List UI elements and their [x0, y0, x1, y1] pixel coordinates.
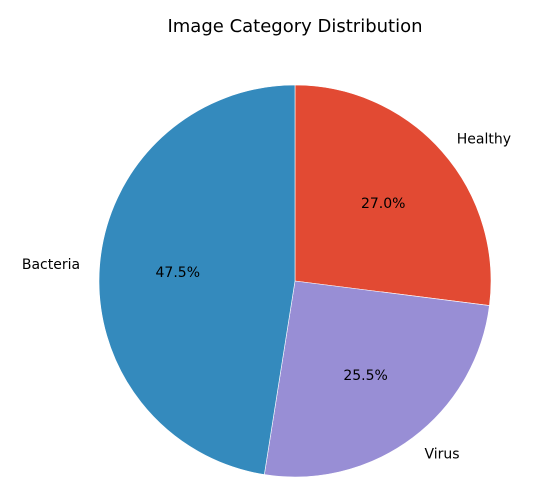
slice-label-bacteria: Bacteria [22, 257, 80, 273]
slice-label-healthy: Healthy [457, 131, 511, 147]
slice-label-virus: Virus [424, 446, 459, 462]
pie-slice-virus [263, 280, 490, 478]
slice-pct-bacteria: 47.5% [156, 265, 200, 281]
pie-labels: Healthy 27.0% Virus 25.5% Bacteria 47.5% [22, 131, 511, 462]
slice-pct-healthy: 27.0% [361, 196, 405, 212]
slice-pct-virus: 25.5% [343, 368, 387, 384]
pie-slice-bacteria [98, 84, 296, 475]
chart-title: Image Category Distribution [167, 16, 422, 37]
pie-slices [98, 84, 492, 478]
pie-slice-healthy [294, 84, 492, 306]
